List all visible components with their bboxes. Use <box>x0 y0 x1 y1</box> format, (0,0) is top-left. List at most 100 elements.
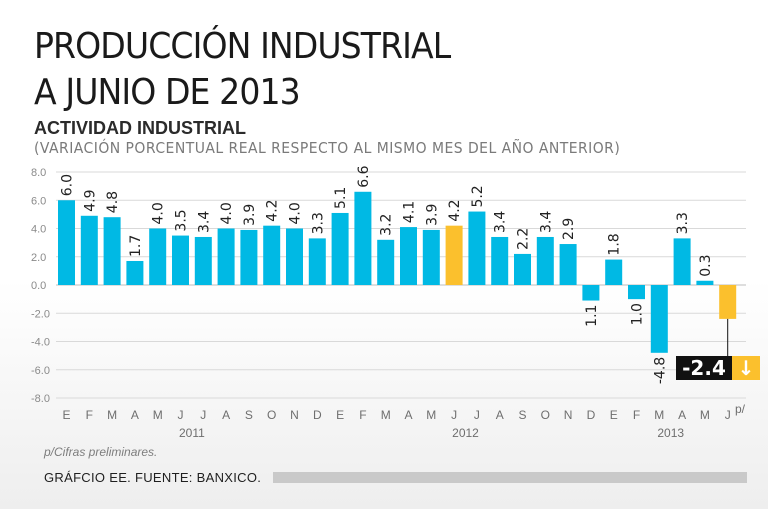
y-tick-label: 8.0 <box>31 167 46 179</box>
bar-value-label: 3.3 <box>675 212 691 234</box>
bar-value-label: 4.2 <box>447 199 463 221</box>
source-credit: GRÁFCIO EE. FUENTE: BANXICO. <box>44 470 262 485</box>
footer-rule <box>273 472 747 483</box>
bar <box>514 253 531 285</box>
down-arrow-icon: ↓ <box>738 356 755 380</box>
chart-description: (VARIACIÓN PORCENTUAL REAL RESPECTO AL M… <box>34 139 621 157</box>
bar <box>331 212 349 285</box>
x-tick-label: O <box>541 408 550 422</box>
bar-value-label: 2.9 <box>561 218 577 240</box>
bar-value-label: 4.0 <box>219 202 235 224</box>
x-tick-label: M <box>654 408 664 422</box>
y-tick-label: -4.0 <box>31 337 50 349</box>
title-line-1: PRODUCCIÓN INDUSTRIAL <box>34 26 451 67</box>
bar <box>445 225 463 285</box>
bar <box>354 191 372 285</box>
x-tick-label: E <box>62 408 70 422</box>
bar-value-label: 4.0 <box>288 202 304 224</box>
bar <box>559 244 577 285</box>
bar-value-label: 6.0 <box>60 174 76 196</box>
bar-value-label: 5.1 <box>333 187 349 209</box>
y-tick-label: 0.0 <box>31 280 46 292</box>
bar <box>286 228 303 285</box>
year-label: 2012 <box>452 426 479 440</box>
title-line-2: A JUNIO DE 2013 <box>34 72 301 113</box>
bar-value-label: 3.5 <box>174 209 190 231</box>
y-tick-label: -6.0 <box>31 365 50 377</box>
x-tick-label: A <box>131 408 139 422</box>
bar <box>308 238 326 285</box>
bar <box>468 211 486 285</box>
bar <box>582 285 600 301</box>
x-tick-label: M <box>381 408 391 422</box>
x-tick-label: M <box>426 408 436 422</box>
bar <box>58 200 75 285</box>
bar <box>172 235 189 285</box>
bar-value-label: 4.8 <box>105 191 121 213</box>
year-label: 2013 <box>657 426 684 440</box>
x-tick-label: F <box>633 408 640 422</box>
x-tick-label: J <box>200 408 206 422</box>
bar-value-label: 3.9 <box>242 204 258 226</box>
x-tick-label: E <box>610 408 618 422</box>
bar-value-label: 3.9 <box>424 204 440 226</box>
x-tick-label: D <box>587 408 596 422</box>
x-tick-label: A <box>496 408 504 422</box>
bar <box>126 260 144 285</box>
bar-value-label: 3.3 <box>310 212 326 234</box>
callout-value: -2.4 <box>682 356 726 380</box>
x-tick-label: F <box>359 408 366 422</box>
bar-value-label: 1.0 <box>630 303 646 325</box>
bar <box>194 236 212 285</box>
bar-value-label: 5.2 <box>470 185 486 207</box>
x-tick-label: A <box>404 408 412 422</box>
y-tick-label: -8.0 <box>31 393 50 405</box>
bar-value-label: 1.7 <box>128 235 144 257</box>
bar <box>240 229 258 285</box>
bar-value-label: 3.4 <box>538 211 554 233</box>
bar <box>422 229 440 285</box>
bar <box>696 280 714 285</box>
y-tick-label: 4.0 <box>31 224 46 236</box>
bar-value-label: 1.8 <box>607 233 623 255</box>
bar-value-label: 3.4 <box>493 211 509 233</box>
bar-value-label: 4.1 <box>402 201 418 223</box>
bar <box>628 285 645 300</box>
bar-value-label: -4.8 <box>652 357 668 384</box>
x-tick-label: A <box>222 408 230 422</box>
x-tick-label: E <box>336 408 344 422</box>
bar-value-label: 4.2 <box>265 199 281 221</box>
bar-value-label: 3.4 <box>196 211 212 233</box>
callout-box <box>676 356 732 380</box>
x-tick-label: F <box>86 408 93 422</box>
bar <box>491 236 509 285</box>
bar <box>263 225 281 285</box>
x-tick-label: S <box>245 408 253 422</box>
x-tick-label: N <box>290 408 299 422</box>
x-tick-label: A <box>678 408 686 422</box>
y-tick-label: 6.0 <box>31 195 46 207</box>
bar-value-label: 1.1 <box>584 305 600 327</box>
x-tick-label: M <box>700 408 710 422</box>
bar <box>673 238 691 285</box>
y-tick-label: -2.0 <box>31 308 50 320</box>
bar <box>719 285 737 319</box>
bar <box>605 259 623 285</box>
bar <box>377 239 395 285</box>
preliminary-mark: p/ <box>735 402 746 416</box>
year-label: 2011 <box>179 426 205 440</box>
x-tick-label: D <box>313 408 322 422</box>
x-tick-label: O <box>267 408 276 422</box>
bar-value-label: 6.6 <box>356 165 372 187</box>
x-tick-label: J <box>474 408 480 422</box>
callout-arrow-box <box>732 356 760 380</box>
bar <box>650 285 668 353</box>
page-title: PRODUCCIÓN INDUSTRIAL A JUNIO DE 2013 <box>34 24 451 116</box>
bar <box>400 227 417 285</box>
x-tick-label: M <box>153 408 163 422</box>
x-tick-label: J <box>178 408 184 422</box>
y-tick-label: 2.0 <box>31 252 46 264</box>
x-tick-label: J <box>451 408 457 422</box>
chart-subtitle: ACTIVIDAD INDUSTRIAL <box>34 118 246 138</box>
